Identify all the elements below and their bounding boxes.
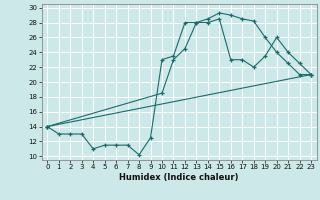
X-axis label: Humidex (Indice chaleur): Humidex (Indice chaleur) [119,173,239,182]
